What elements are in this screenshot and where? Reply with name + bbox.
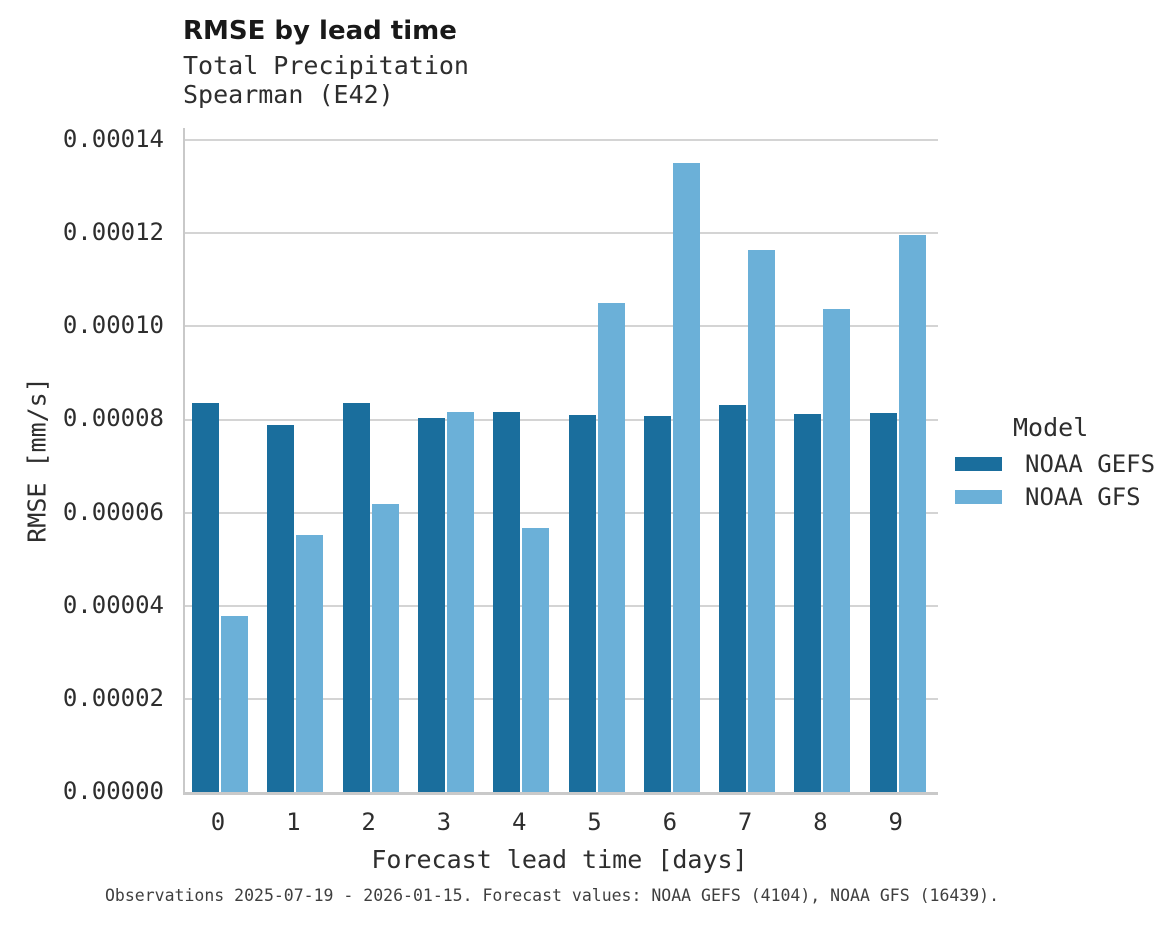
legend: Model NOAA GEFS NOAA GFS [955, 413, 1155, 518]
gridline [185, 232, 938, 235]
x-tick-label: 1 [286, 808, 301, 836]
x-tick-label: 8 [813, 808, 828, 836]
gridline [185, 511, 938, 514]
gridline [185, 604, 938, 607]
bar-noaa-gefs-day-1 [267, 425, 295, 792]
bar-noaa-gefs-day-6 [643, 415, 671, 792]
x-tick-label: 3 [436, 808, 452, 836]
bar-noaa-gfs-day-9 [898, 234, 926, 792]
y-tick-label: 0.00002 [62, 683, 164, 712]
y-tick-label: 0.00006 [62, 497, 164, 526]
x-tick-label: 2 [361, 808, 376, 836]
bar-noaa-gfs-day-1 [296, 534, 324, 792]
legend-item-noaa-gfs: NOAA GFS [955, 483, 1155, 511]
y-tick-label: 0.00010 [62, 311, 164, 340]
bar-noaa-gfs-day-3 [446, 412, 474, 792]
bar-noaa-gefs-day-2 [342, 402, 370, 792]
x-tick-label: 6 [662, 808, 678, 836]
chart-subtitle-line2: Spearman (E42) [183, 80, 394, 109]
legend-item-noaa-gefs: NOAA GEFS [955, 450, 1156, 478]
bar-noaa-gefs-day-0 [192, 403, 219, 792]
bar-noaa-gfs-day-0 [221, 616, 248, 792]
bar-noaa-gefs-day-9 [869, 412, 897, 792]
legend-title: Model [1013, 413, 1089, 442]
bar-noaa-gefs-day-4 [493, 412, 521, 792]
legend-label: NOAA GEFS [1025, 450, 1156, 478]
bar-noaa-gfs-day-4 [522, 528, 550, 792]
gridline [185, 139, 938, 142]
legend-swatch-icon [955, 457, 1002, 471]
y-tick-label: 0.00000 [62, 777, 164, 805]
bar-noaa-gefs-day-7 [719, 405, 747, 792]
legend-items: NOAA GEFS NOAA GFS [955, 450, 1156, 511]
bar-noaa-gfs-day-2 [371, 503, 399, 792]
x-tick-label: 0 [210, 808, 226, 836]
chart-title: RMSE by lead time [183, 16, 457, 46]
y-tick-label: 0.00008 [62, 404, 164, 433]
bar-noaa-gfs-day-6 [672, 162, 700, 792]
y-tick-label: 0.00012 [62, 218, 164, 247]
legend-label: NOAA GFS [1025, 483, 1141, 511]
x-tick-label: 4 [511, 808, 527, 836]
bar-noaa-gefs-day-5 [568, 415, 596, 792]
plot-area [183, 128, 938, 795]
y-tick-label: 0.00014 [62, 125, 164, 154]
chart-subtitle-line1: Total Precipitation [183, 51, 469, 80]
bar-noaa-gefs-day-3 [417, 417, 445, 792]
x-tick-label: 7 [737, 808, 753, 836]
bar-noaa-gfs-day-5 [597, 303, 625, 792]
x-axis-tick-labels: 0 1 2 3 4 5 6 7 8 9 [183, 808, 936, 840]
gridline [185, 325, 938, 328]
legend-swatch-icon [955, 490, 1002, 504]
gridline [185, 418, 938, 421]
bar-noaa-gfs-day-8 [823, 309, 851, 792]
x-tick-label: 9 [888, 808, 903, 836]
bar-noaa-gfs-day-7 [748, 250, 776, 792]
x-axis-label: Forecast lead time [days] [371, 845, 748, 874]
y-axis-tick-labels: 0.00000 0.00002 0.00004 0.00006 0.00008 0.000… [0, 125, 164, 805]
x-tick-label: 5 [587, 808, 602, 836]
y-tick-label: 0.00004 [62, 590, 164, 619]
gridline [185, 697, 938, 700]
caption: Observations 2025-07-19 - 2026-01-15. Fo… [105, 886, 1000, 905]
bar-noaa-gefs-day-8 [794, 413, 822, 792]
